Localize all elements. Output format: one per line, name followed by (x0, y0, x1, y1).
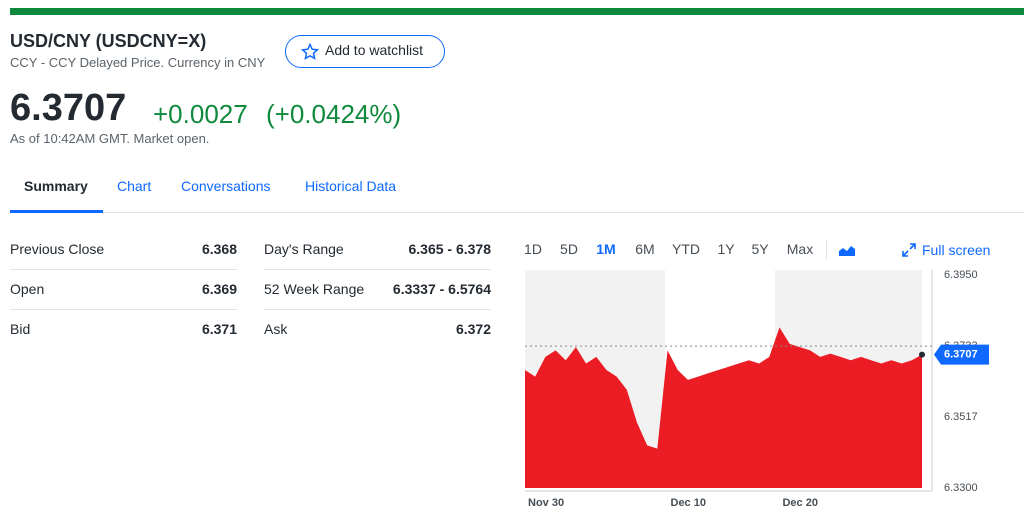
last-point (919, 351, 925, 358)
stat-label: 52 Week Range (264, 281, 365, 297)
y-tick-label: 6.3300 (944, 482, 978, 494)
tab[interactable]: Chart (117, 178, 152, 194)
stat-value: 6.368 (201, 241, 237, 257)
stat-label: Day's Range (264, 241, 344, 257)
row-rule (10, 309, 237, 310)
range-button[interactable]: YTD (672, 241, 700, 257)
stat-label: Bid (10, 321, 31, 337)
y-tick-label: 6.3517 (944, 411, 978, 423)
change: +0.0027 (153, 99, 248, 129)
row-rule (264, 309, 491, 310)
range-button[interactable]: 5Y (751, 241, 769, 257)
stat-value: 6.372 (455, 321, 491, 337)
stat-label: Open (10, 281, 45, 297)
stat-value: 6.3337 - 6.5764 (392, 281, 491, 297)
stat-value: 6.371 (201, 321, 237, 337)
title: USD/CNY (USDCNY=X) (10, 31, 207, 51)
full-screen[interactable]: Full screen (922, 242, 991, 258)
range-button[interactable]: 1Y (717, 241, 735, 257)
tab-rule (10, 212, 1024, 213)
star-icon (301, 43, 319, 60)
divider (826, 240, 827, 260)
y-tick-label: 6.3950 (944, 269, 978, 281)
x-tick-label: Dec 20 (782, 497, 817, 509)
range-button[interactable]: Max (786, 241, 814, 257)
top-bar (10, 8, 1024, 15)
tab[interactable]: Conversations (181, 178, 271, 194)
range-button[interactable]: 6M (635, 241, 655, 257)
change-percent: (+0.0424%) (266, 99, 402, 129)
tab[interactable]: Historical Data (305, 178, 397, 194)
stat-value: 6.365 - 6.378 (408, 241, 491, 257)
range-button[interactable]: 1D (524, 241, 542, 257)
price-tag-bg (934, 344, 989, 365)
stat-label: Ask (264, 321, 288, 337)
stat-label: Previous Close (10, 241, 105, 257)
chart-type-icon[interactable] (838, 243, 856, 257)
full-screen-icon (902, 243, 916, 257)
x-tick-label: Dec 10 (671, 497, 706, 509)
watchlist-button[interactable]: Add to watchlist (285, 35, 445, 68)
price-tag: 6.3707 (944, 349, 978, 361)
tab-underline (10, 210, 103, 213)
tab[interactable]: Summary (24, 178, 88, 194)
price: 6.3707 (10, 87, 127, 129)
row-rule (10, 269, 237, 270)
range-button[interactable]: 1M (596, 241, 616, 257)
subtitle: CCY - CCY Delayed Price. Currency in CNY (10, 55, 266, 70)
range-button[interactable]: 5D (560, 241, 578, 257)
watchlist-text: Add to watchlist (325, 42, 424, 58)
stat-value: 6.369 (201, 281, 237, 297)
as-of: As of 10:42AM GMT. Market open. (10, 131, 210, 146)
x-tick-label: Nov 30 (528, 497, 564, 509)
row-rule (264, 269, 491, 270)
price-area (525, 327, 922, 488)
